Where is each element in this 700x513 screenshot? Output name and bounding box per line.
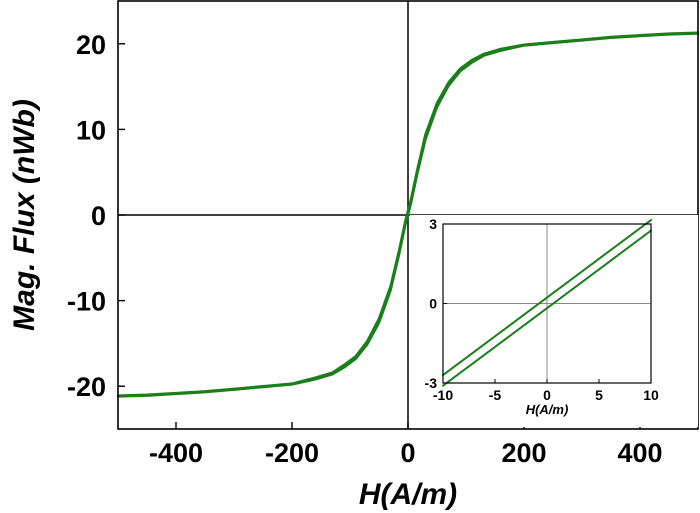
inset-y-tick-label: -3 <box>425 375 438 391</box>
main-x-tick-label: 200 <box>501 438 546 468</box>
main-x-axis-title: H(A/m) <box>359 478 457 511</box>
inset-y-tick-label: 3 <box>429 216 437 232</box>
inset-plot: -10 -5 0 5 10 -3 0 3 H(A/m) <box>410 215 698 427</box>
main-plot: -400 -200 0 200 400 -20 -10 0 10 20 H(A/m) Mag. Flu… <box>8 0 700 511</box>
inset-x-tick-label: 10 <box>643 387 659 403</box>
main-y-tick-label: 20 <box>76 30 106 60</box>
main-series-line-2 <box>116 31 700 397</box>
inset-x-tick-label: 5 <box>595 387 603 403</box>
main-x-tick-label: -200 <box>265 438 319 468</box>
main-y-tick-label: -20 <box>67 372 106 402</box>
inset-y-tick-label: 0 <box>429 296 437 312</box>
inset-series-line-2 <box>442 229 652 387</box>
main-y-tick-label: -10 <box>67 287 106 317</box>
main-y-axis-title: Mag. Flux (nWb) <box>8 99 41 331</box>
main-x-tick-label: 400 <box>617 438 662 468</box>
inset-x-axis-title: H(A/m) <box>526 402 569 417</box>
inset-x-tick-label: -10 <box>433 387 453 403</box>
main-y-tick-label: 10 <box>76 115 106 145</box>
main-x-tick-label: -400 <box>149 438 203 468</box>
inset-background <box>410 215 698 427</box>
main-y-tick-label: 0 <box>91 201 106 231</box>
main-x-tick-label: 0 <box>400 438 415 468</box>
inset-series-line-1 <box>442 219 652 377</box>
inset-x-tick-label: 0 <box>543 387 551 403</box>
inset-x-tick-label: -5 <box>489 387 502 403</box>
